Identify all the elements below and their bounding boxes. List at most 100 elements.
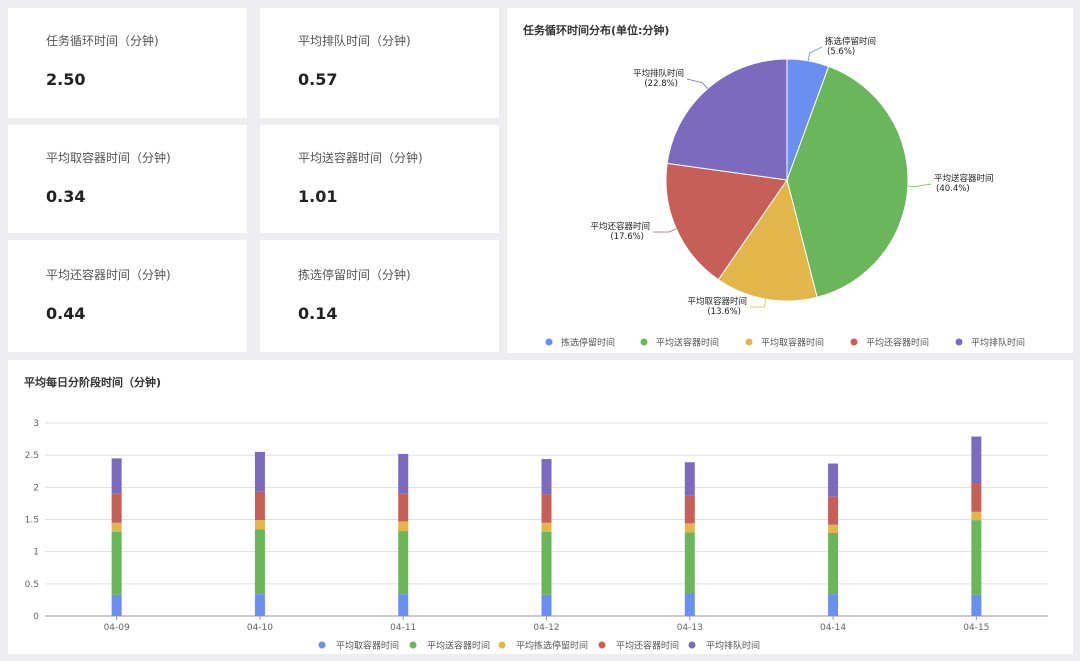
bar-segment	[541, 522, 552, 532]
bar-segment	[254, 594, 265, 616]
pie-legend-marker	[545, 338, 553, 346]
bar-legend-marker	[598, 641, 606, 649]
pie-slice-label: 平均取容器时间	[687, 296, 747, 307]
bar-segment	[971, 520, 982, 595]
kpi-value: 0.14	[298, 304, 338, 323]
pie-legend-marker	[850, 338, 858, 346]
bar-legend-marker	[409, 641, 417, 649]
pie-legend-marker	[640, 338, 648, 346]
pie-leader-line	[807, 46, 823, 61]
pie-slice-label: 拣选停留时间	[825, 36, 876, 47]
bar-segment	[398, 521, 409, 532]
pie-leader-line	[750, 299, 767, 308]
pie-legend-marker	[955, 338, 963, 346]
bar-segment	[828, 463, 839, 497]
y-tick-label: 1	[33, 548, 39, 558]
pie-legend-marker	[745, 338, 753, 346]
pie-leader-line	[907, 183, 932, 187]
x-tick-label: 04-10	[247, 623, 273, 633]
pie-slice-label: 平均送容器时间	[934, 173, 994, 184]
x-tick-label: 04-12	[533, 623, 559, 633]
bar-segment	[828, 533, 839, 595]
pie-slice-label: 平均还容器时间	[590, 221, 650, 232]
y-tick-label: 2.5	[25, 451, 39, 461]
kpi-label: 平均取容器时间（分钟)	[46, 151, 171, 165]
kpi-card-pick-dwell-time: 拣选停留时间（分钟) 0.14	[260, 240, 499, 352]
bar-segment	[111, 493, 122, 523]
pie-slice	[665, 162, 788, 281]
x-tick-label: 04-15	[963, 623, 989, 633]
bar-segment	[828, 496, 839, 525]
kpi-label: 平均送容器时间（分钟)	[298, 151, 423, 165]
y-tick-label: 0.5	[25, 580, 39, 590]
y-tick-label: 3	[33, 419, 39, 429]
bar-segment	[111, 531, 122, 595]
kpi-card-deliver-container-time: 平均送容器时间（分钟) 1.01	[260, 125, 499, 233]
pie-legend-label: 平均还容器时间	[866, 337, 929, 349]
y-tick-label: 2	[33, 483, 39, 493]
bar-legend-label: 平均送容器时间	[427, 640, 490, 652]
kpi-value: 0.44	[46, 304, 86, 323]
bar-segment	[111, 594, 122, 616]
kpi-label: 平均排队时间（分钟)	[298, 34, 411, 48]
pie-slice-percent: (22.8%)	[644, 79, 678, 89]
kpi-label: 拣选停留时间（分钟)	[298, 268, 411, 282]
pie-legend-label: 平均排队时间	[971, 337, 1025, 349]
bar-segment	[254, 491, 265, 521]
x-tick-label: 04-14	[820, 623, 846, 633]
bar-segment	[971, 594, 982, 616]
bar-segment	[254, 451, 265, 492]
bar-segment	[254, 520, 265, 530]
pie-leader-line	[686, 78, 708, 89]
kpi-card-fetch-container-time: 平均取容器时间（分钟) 0.34	[8, 125, 247, 233]
bar-segment	[398, 531, 409, 595]
pie-legend-label: 拣选停留时间	[561, 337, 615, 349]
bar-legend-marker	[318, 641, 326, 649]
pie-chart-title: 任务循环时间分布(单位:分钟)	[523, 24, 670, 37]
pie-legend-label: 平均取容器时间	[761, 337, 824, 349]
kpi-card-return-container-time: 平均还容器时间（分钟) 0.44	[8, 240, 247, 352]
bar-segment	[398, 493, 409, 522]
bar-segment	[541, 531, 552, 595]
kpi-value: 0.57	[298, 70, 338, 89]
pie-leader-line	[653, 228, 677, 233]
kpi-label: 任务循环时间（分钟)	[46, 34, 159, 48]
bar-chart-title: 平均每日分阶段时间（分钟)	[24, 376, 162, 389]
pie-slice	[666, 58, 788, 181]
pie-chart: 拣选停留时间(5.6%)平均送容器时间(40.4%)平均取容器时间(13.6%)…	[545, 36, 1025, 349]
kpi-card-cycle-time: 任务循环时间（分钟) 2.50	[8, 8, 247, 118]
bar-segment	[398, 594, 409, 616]
bar-legend-label: 平均拣选停留时间	[516, 640, 588, 652]
bar-legend-label: 平均排队时间	[706, 640, 760, 652]
bar-legend-label: 平均取容器时间	[336, 640, 399, 652]
bar-segment	[684, 462, 695, 496]
bar-segment	[684, 495, 695, 524]
bar-segment	[541, 494, 552, 523]
kpi-value: 2.50	[46, 70, 86, 89]
bar-segment	[684, 523, 695, 533]
bar-segment	[971, 511, 982, 521]
kpi-card-queue-time: 平均排队时间（分钟) 0.57	[260, 8, 499, 118]
pie-slice-percent: (40.4%)	[936, 184, 970, 194]
x-tick-label: 04-13	[677, 623, 703, 633]
kpi-value: 1.01	[298, 187, 338, 206]
x-tick-label: 04-09	[104, 623, 130, 633]
bar-segment	[971, 483, 982, 512]
bar-segment	[684, 593, 695, 616]
bar-segment	[828, 524, 839, 534]
bar-segment	[541, 594, 552, 616]
bar-segment	[398, 453, 409, 494]
stacked-bar-chart: 0 0.5 1 1.5 2 2.5 3 04-09 04-10 04-11 04-12 04-13 04…	[25, 419, 1048, 652]
pie-slice-percent: (5.6%)	[827, 47, 855, 57]
bar-legend-marker	[498, 641, 506, 649]
pie-slice-label: 平均排队时间	[633, 68, 684, 79]
x-tick-label: 04-11	[390, 623, 416, 633]
kpi-label: 平均还容器时间（分钟)	[46, 268, 171, 282]
bar-segment	[684, 532, 695, 594]
y-tick-label: 0	[33, 612, 39, 622]
bar-legend-label: 平均还容器时间	[616, 640, 679, 652]
bar-segment	[541, 459, 552, 495]
bar-segment	[254, 529, 265, 595]
bar-legend-marker	[688, 641, 696, 649]
pie-chart-panel: 任务循环时间分布(单位:分钟) 拣选停留时间 (5.6%) 平均送容器时间 (40.4…	[507, 8, 1073, 353]
